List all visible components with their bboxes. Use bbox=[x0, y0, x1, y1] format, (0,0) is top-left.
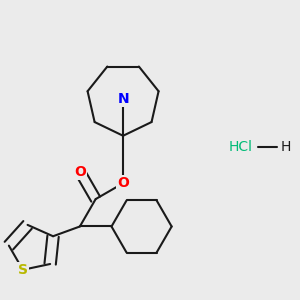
Text: H: H bbox=[281, 140, 291, 154]
Text: O: O bbox=[74, 165, 86, 179]
Text: S: S bbox=[18, 263, 28, 277]
Text: HCl: HCl bbox=[228, 140, 252, 154]
Text: O: O bbox=[117, 176, 129, 190]
Text: N: N bbox=[117, 92, 129, 106]
